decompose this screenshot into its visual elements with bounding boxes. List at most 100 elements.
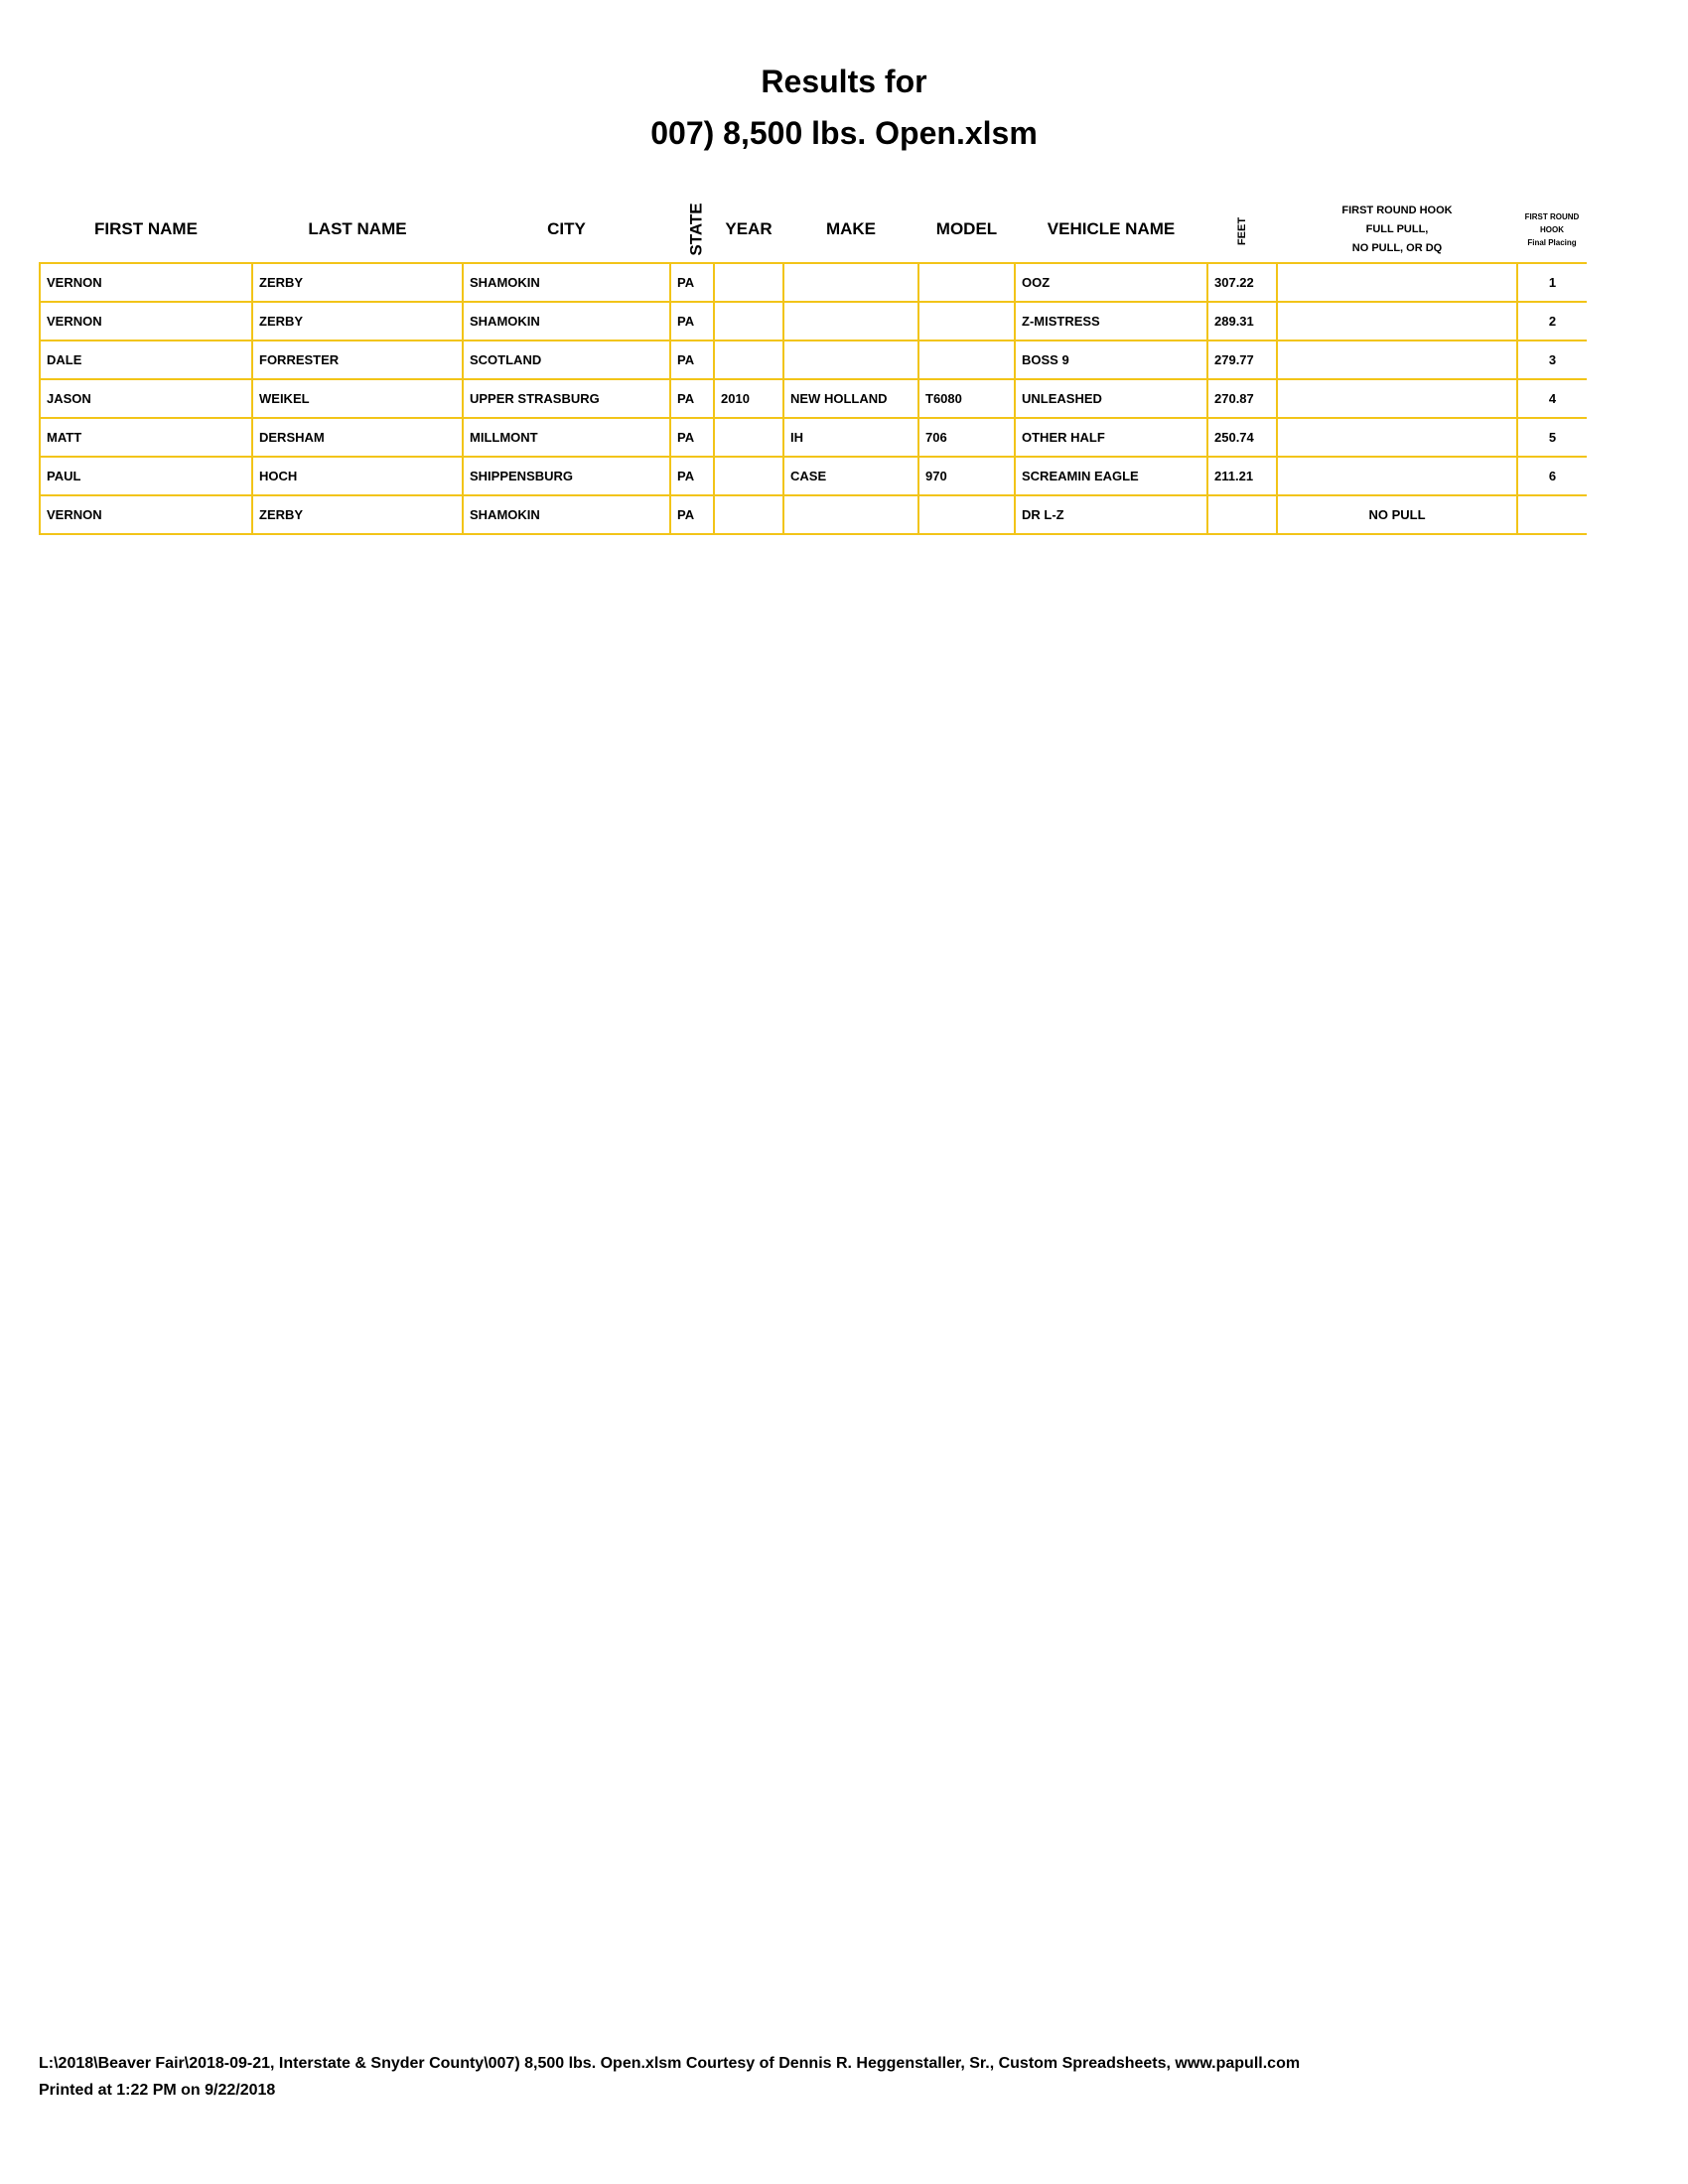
header-hook-line-3: NO PULL, OR DQ <box>1351 241 1443 254</box>
header-state-label: STATE <box>686 203 706 256</box>
cell-model: 970 <box>917 456 1016 496</box>
header-model: MODEL <box>935 219 998 238</box>
cell-final-placing: 6 <box>1516 456 1587 496</box>
cell-year <box>713 340 784 380</box>
cell-first-name: VERNON <box>39 494 253 535</box>
cell-first-name: DALE <box>39 340 253 380</box>
cell-make <box>782 340 919 380</box>
cell-feet: 289.31 <box>1206 301 1278 341</box>
header-vehicle-name: VEHICLE NAME <box>1047 219 1176 238</box>
header-year: YEAR <box>725 219 773 238</box>
cell-last-name: ZERBY <box>251 301 464 341</box>
cell-model <box>917 494 1016 535</box>
cell-last-name: ZERBY <box>251 494 464 535</box>
cell-city: SHAMOKIN <box>462 301 671 341</box>
table-row: VERNON ZERBY SHAMOKIN PA OOZ 307.22 1 <box>39 262 1587 303</box>
table-row: VERNON ZERBY SHAMOKIN PA Z-MISTRESS 289.31 2 <box>39 301 1587 341</box>
cell-vehicle-name: Z-MISTRESS <box>1014 301 1208 341</box>
cell-final-placing: 2 <box>1516 301 1587 341</box>
header-final-placing: FIRST ROUND HOOK Final Placing <box>1517 197 1587 263</box>
cell-hook-status <box>1276 262 1518 303</box>
header-hook-status: FIRST ROUND HOOK FULL PULL, NO PULL, OR … <box>1277 197 1517 263</box>
header-feet-label: FEET <box>1236 216 1248 246</box>
table-row: VERNON ZERBY SHAMOKIN PA DR L-Z NO PULL <box>39 494 1587 535</box>
cell-vehicle-name: OTHER HALF <box>1014 417 1208 458</box>
cell-state: PA <box>669 456 715 496</box>
cell-first-name: VERNON <box>39 301 253 341</box>
cell-first-name: PAUL <box>39 456 253 496</box>
cell-final-placing: 3 <box>1516 340 1587 380</box>
header-place-line-3: Final Placing <box>1527 237 1577 247</box>
cell-city: SHIPPENSBURG <box>462 456 671 496</box>
cell-model <box>917 301 1016 341</box>
cell-state: PA <box>669 417 715 458</box>
cell-vehicle-name: UNLEASHED <box>1014 378 1208 419</box>
cell-model <box>917 262 1016 303</box>
cell-make: CASE <box>782 456 919 496</box>
cell-model: T6080 <box>917 378 1016 419</box>
header-place-line-2: HOOK <box>1540 224 1564 234</box>
footer-printed-at: Printed at 1:22 PM on 9/22/2018 <box>39 2082 276 2099</box>
cell-hook-status <box>1276 340 1518 380</box>
cell-last-name: DERSHAM <box>251 417 464 458</box>
header-row: FIRST NAME LAST NAME CITY STATE YEAR MAK… <box>40 197 1587 263</box>
cell-first-name: JASON <box>39 378 253 419</box>
cell-state: PA <box>669 262 715 303</box>
cell-year <box>713 456 784 496</box>
table-row: PAUL HOCH SHIPPENSBURG PA CASE 970 SCREAMIN EA… <box>39 456 1587 496</box>
header-hook-line-2: FULL PULL, <box>1365 222 1429 235</box>
cell-vehicle-name: SCREAMIN EAGLE <box>1014 456 1208 496</box>
cell-make: NEW HOLLAND <box>782 378 919 419</box>
results-table: FIRST NAME LAST NAME CITY STATE YEAR MAK… <box>39 197 1587 535</box>
cell-final-placing: 1 <box>1516 262 1587 303</box>
cell-year <box>713 301 784 341</box>
cell-vehicle-name: OOZ <box>1014 262 1208 303</box>
table-row: DALE FORRESTER SCOTLAND PA BOSS 9 279.77 3 <box>39 340 1587 380</box>
cell-last-name: ZERBY <box>251 262 464 303</box>
cell-feet: 250.74 <box>1206 417 1278 458</box>
cell-year <box>713 262 784 303</box>
cell-city: SHAMOKIN <box>462 494 671 535</box>
cell-year <box>713 417 784 458</box>
cell-first-name: VERNON <box>39 262 253 303</box>
cell-city: SCOTLAND <box>462 340 671 380</box>
title-line-2: 007) 8,500 lbs. Open.xlsm <box>650 115 1038 151</box>
cell-state: PA <box>669 301 715 341</box>
cell-last-name: HOCH <box>251 456 464 496</box>
table-row: MATT DERSHAM MILLMONT PA IH 706 OTHER HALF 250.… <box>39 417 1587 458</box>
cell-final-placing: 5 <box>1516 417 1587 458</box>
header-first-name: FIRST NAME <box>94 219 198 238</box>
header-hook-line-1: FIRST ROUND HOOK <box>1341 204 1453 216</box>
cell-year <box>713 494 784 535</box>
cell-hook-status <box>1276 456 1518 496</box>
cell-hook-status <box>1276 378 1518 419</box>
cell-feet: 211.21 <box>1206 456 1278 496</box>
cell-first-name: MATT <box>39 417 253 458</box>
cell-final-placing <box>1516 494 1587 535</box>
table-row: JASON WEIKEL UPPER STRASBURG PA 2010 NEW HOLL… <box>39 378 1587 419</box>
cell-feet: 307.22 <box>1206 262 1278 303</box>
cell-state: PA <box>669 378 715 419</box>
header-last-name: LAST NAME <box>308 219 407 238</box>
title-line-1: Results for <box>761 64 927 99</box>
cell-make <box>782 301 919 341</box>
cell-make <box>782 262 919 303</box>
cell-make: IH <box>782 417 919 458</box>
cell-state: PA <box>669 494 715 535</box>
cell-final-placing: 4 <box>1516 378 1587 419</box>
cell-last-name: FORRESTER <box>251 340 464 380</box>
cell-model: 706 <box>917 417 1016 458</box>
footer-file-path: L:\2018\Beaver Fair\2018-09-21, Intersta… <box>39 2055 1301 2072</box>
cell-year: 2010 <box>713 378 784 419</box>
cell-feet <box>1206 494 1278 535</box>
header-feet: FEET <box>1207 197 1277 263</box>
header-state: STATE <box>670 197 714 263</box>
cell-feet: 279.77 <box>1206 340 1278 380</box>
cell-city: SHAMOKIN <box>462 262 671 303</box>
header-place-line-1: FIRST ROUND <box>1524 211 1580 221</box>
cell-city: MILLMONT <box>462 417 671 458</box>
cell-hook-status <box>1276 301 1518 341</box>
cell-feet: 270.87 <box>1206 378 1278 419</box>
cell-state: PA <box>669 340 715 380</box>
